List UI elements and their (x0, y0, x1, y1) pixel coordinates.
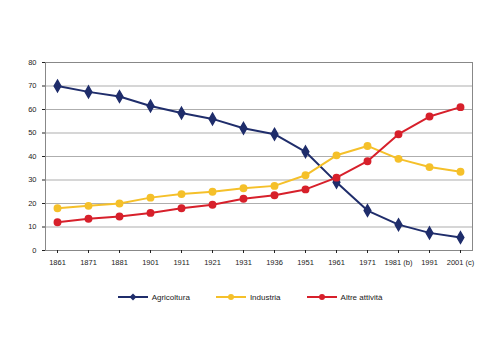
svg-text:80: 80 (28, 58, 36, 67)
svg-text:1936: 1936 (266, 258, 283, 267)
svg-text:1911: 1911 (173, 258, 189, 267)
svg-text:1901: 1901 (142, 258, 159, 267)
svg-text:1861: 1861 (49, 258, 66, 267)
svg-text:1961: 1961 (328, 258, 345, 267)
svg-text:1991: 1991 (421, 258, 438, 267)
svg-text:1981 (b): 1981 (b) (385, 258, 413, 267)
html-text:Industria: Industria (249, 292, 281, 302)
svg-text:1871: 1871 (80, 258, 97, 267)
svg-text:1931: 1931 (235, 258, 252, 267)
svg-text:1951: 1951 (297, 258, 314, 267)
svg-text:60: 60 (28, 105, 36, 114)
svg-text:0: 0 (32, 246, 36, 255)
html-text:Altre attività: Altre attività (340, 292, 383, 302)
svg-text:10: 10 (28, 222, 36, 231)
svg-text:2001 (c): 2001 (c) (447, 258, 475, 267)
svg-text:20: 20 (28, 199, 36, 208)
svg-text:1881: 1881 (111, 258, 128, 267)
svg-text:40: 40 (28, 152, 36, 161)
svg-text:30: 30 (28, 175, 36, 184)
html-text:Agricoltura: Agricoltura (151, 292, 190, 302)
svg-text:50: 50 (28, 128, 36, 137)
svg-text:1921: 1921 (204, 258, 221, 267)
svg-text:1971: 1971 (359, 258, 376, 267)
svg-text:70: 70 (28, 81, 36, 90)
